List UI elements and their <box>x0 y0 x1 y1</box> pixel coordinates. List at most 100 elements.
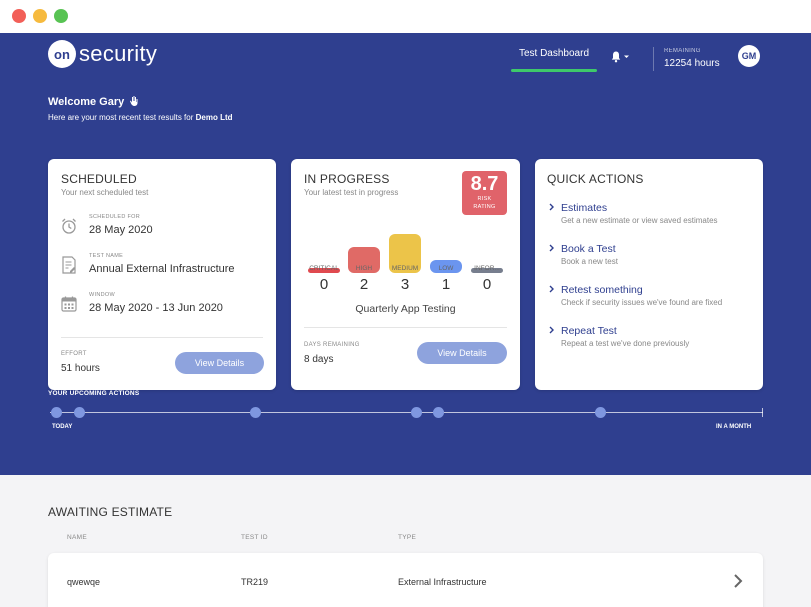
quick-actions-title: QUICK ACTIONS <box>547 172 644 186</box>
alarm-clock-icon <box>62 218 76 234</box>
remaining-hours-value: 12254 hours <box>664 58 720 69</box>
timeline-track <box>50 412 763 413</box>
document-edit-icon <box>62 256 76 274</box>
onsecurity-logo[interactable]: on security <box>48 40 157 68</box>
company-name: Demo Ltd <box>195 113 233 122</box>
close-window-button[interactable] <box>12 9 26 23</box>
header-divider <box>653 47 654 71</box>
scheduled-divider <box>61 337 263 338</box>
quick-action-subtitle: Book a new test <box>561 257 618 266</box>
effort-label: EFFORT <box>61 351 87 357</box>
column-header-name: NAME <box>67 534 87 541</box>
medium-count: 3 <box>400 276 410 293</box>
chevron-right-icon[interactable] <box>733 573 743 589</box>
welcome-subtitle-text: Here are your most recent test results f… <box>48 113 194 122</box>
maximize-window-button[interactable] <box>54 9 68 23</box>
nav-tab-test-dashboard[interactable]: Test Dashboard <box>511 48 597 72</box>
minimize-window-button[interactable] <box>33 9 47 23</box>
quick-action-title: Repeat Test <box>561 325 617 337</box>
row-name: qwewqe <box>67 577 101 587</box>
in-progress-title: IN PROGRESS <box>304 172 390 186</box>
low-bar <box>430 260 462 273</box>
welcome-subtitle: Here are your most recent test results f… <box>48 113 233 122</box>
chevron-down-icon <box>624 55 629 58</box>
quick-action-subtitle: Repeat a test we've done previously <box>561 339 690 348</box>
logo-mark: on <box>48 40 76 68</box>
timeline-event-dot[interactable] <box>433 407 444 418</box>
scheduled-for-label: SCHEDULED FOR <box>89 214 140 220</box>
table-row[interactable]: qwewqe TR219 External Infrastructure <box>48 553 763 607</box>
days-remaining-label: DAYS REMAINING <box>304 342 360 348</box>
in-progress-test-name: Quarterly App Testing <box>355 303 456 315</box>
notifications-button[interactable] <box>610 50 630 64</box>
informational-count: 0 <box>482 276 492 293</box>
window-value: 28 May 2020 - 13 Jun 2020 <box>89 302 223 314</box>
scheduled-card: SCHEDULED Your next scheduled test SCHED… <box>48 159 276 390</box>
critical-count: 0 <box>319 276 329 293</box>
window-label: WINDOW <box>89 292 115 298</box>
quick-actions-card: QUICK ACTIONS Estimates Get a new estima… <box>535 159 763 390</box>
risk-label-line2: RATING <box>473 204 496 210</box>
finding-high: HIGH 2 <box>344 221 384 301</box>
test-name-value: Annual External Infrastructure <box>89 263 235 275</box>
timeline-event-dot[interactable] <box>250 407 261 418</box>
scheduled-for-value: 28 May 2020 <box>89 224 153 236</box>
remaining-hours-label: REMAINING <box>664 48 701 54</box>
in-progress-card: IN PROGRESS Your latest test in progress… <box>291 159 520 390</box>
finding-critical: CRITICAL 0 <box>304 221 344 301</box>
timeline-end-tick <box>762 408 763 417</box>
finding-informational: INFOR... 0 <box>467 221 507 301</box>
risk-rating-badge: 8.7 RISK RATING <box>462 171 507 215</box>
chevron-right-icon <box>549 285 554 293</box>
low-count: 1 <box>441 276 451 293</box>
quick-action-subtitle: Get a new estimate or view saved estimat… <box>561 216 718 225</box>
in-progress-divider <box>304 327 507 328</box>
high-label: HIGH <box>355 265 373 272</box>
window-titlebar <box>0 0 811 33</box>
risk-label-line1: RISK <box>477 196 492 202</box>
row-test-id: TR219 <box>241 577 269 587</box>
effort-value: 51 hours <box>61 363 100 374</box>
calendar-icon <box>61 296 77 312</box>
informational-bar <box>471 268 503 273</box>
in-progress-view-details-button[interactable]: View Details <box>417 342 507 364</box>
high-bar <box>348 247 380 273</box>
welcome-text: Welcome Gary <box>48 96 125 108</box>
waving-hand-icon <box>130 96 138 106</box>
finding-medium: MEDIUM 3 <box>385 221 425 301</box>
days-remaining-value: 8 days <box>304 354 334 365</box>
timeline-event-dot[interactable] <box>411 407 422 418</box>
timeline-event-dot[interactable] <box>595 407 606 418</box>
active-tab-indicator <box>511 69 597 72</box>
scheduled-subtitle: Your next scheduled test <box>61 188 149 197</box>
in-progress-subtitle: Your latest test in progress <box>304 188 399 197</box>
quick-action-title: Retest something <box>561 284 643 296</box>
timeline-event-dot[interactable] <box>74 407 85 418</box>
quick-action-subtitle: Check if security issues we've found are… <box>561 298 723 307</box>
critical-bar <box>308 268 340 273</box>
quick-action-title: Estimates <box>561 202 608 214</box>
bell-icon <box>611 51 629 63</box>
logo-text: security <box>79 41 158 66</box>
high-count: 2 <box>359 276 369 293</box>
low-label: LOW <box>438 265 454 272</box>
column-header-type: TYPE <box>398 534 417 541</box>
awaiting-estimate-title: AWAITING ESTIMATE <box>48 505 173 519</box>
upcoming-actions-title: YOUR UPCOMING ACTIONS <box>48 390 140 397</box>
scheduled-view-details-button[interactable]: View Details <box>175 352 264 374</box>
critical-label: CRITICAL <box>309 265 339 272</box>
user-avatar[interactable]: GM <box>738 45 760 67</box>
row-type: External Infrastructure <box>398 577 487 587</box>
dashboard-hero: on security Test Dashboard REMAINING 122… <box>0 33 811 475</box>
medium-bar <box>389 234 421 273</box>
timeline-start-label: TODAY <box>52 424 73 430</box>
finding-low: LOW 1 <box>426 221 466 301</box>
chevron-right-icon <box>549 244 554 252</box>
quick-action-title: Book a Test <box>561 243 616 255</box>
welcome-heading: Welcome Gary <box>48 96 139 108</box>
timeline-event-dot[interactable] <box>51 407 62 418</box>
scheduled-title: SCHEDULED <box>61 172 137 186</box>
test-name-label: TEST NAME <box>89 253 124 259</box>
risk-rating-value: 8.7 <box>470 173 499 195</box>
chevron-right-icon <box>549 326 554 334</box>
